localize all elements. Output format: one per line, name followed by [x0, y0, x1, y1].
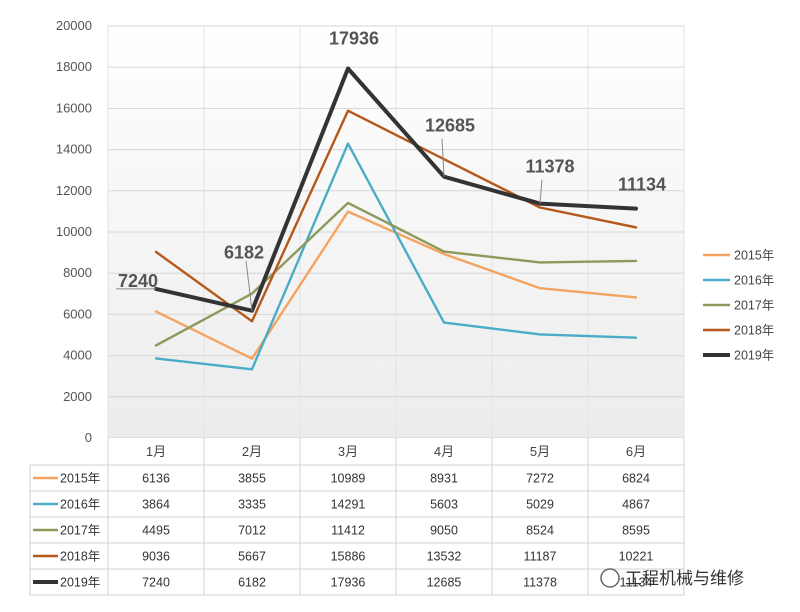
table-cell: 4495: [142, 524, 170, 538]
table-row-label: 2018年: [60, 550, 100, 564]
table-cell: 13532: [427, 550, 462, 564]
watermark-text: 工程机械与维修: [625, 569, 744, 588]
table-cell: 5603: [430, 498, 458, 512]
legend-label: 2015年: [734, 249, 774, 263]
annotation-leader: [245, 260, 253, 311]
table-cell: 6182: [238, 576, 266, 590]
x-category-label: 6月: [626, 444, 646, 459]
y-tick-label: 14000: [56, 142, 92, 157]
data-label: 11134: [618, 175, 666, 195]
series-line-2017年: [154, 201, 638, 347]
watermark: 工程机械与维修: [600, 568, 744, 588]
table-cell: 11187: [524, 550, 557, 564]
table-cell: 5667: [238, 550, 266, 564]
table-cell: 7012: [238, 524, 266, 538]
series-lines: [154, 66, 638, 371]
table-cell: 14291: [331, 498, 366, 512]
x-category-label: 4月: [434, 444, 454, 459]
table-cell: 8595: [622, 524, 650, 538]
table-cell: 9036: [142, 550, 170, 564]
legend-label: 2018年: [734, 324, 774, 338]
table-cell: 9050: [430, 524, 458, 538]
table-row-label: 2016年: [60, 498, 100, 512]
table-cell: 8524: [526, 524, 554, 538]
y-tick-label: 10000: [56, 224, 92, 239]
legend-label: 2017年: [734, 299, 774, 313]
y-tick-label: 18000: [56, 59, 92, 74]
y-tick-label: 16000: [56, 100, 92, 115]
y-tick-label: 0: [85, 430, 92, 445]
table-row-label: 2017年: [60, 524, 100, 538]
table-cell: 7272: [526, 472, 554, 486]
data-label: 11378: [525, 157, 574, 177]
table-cell: 15886: [331, 550, 366, 564]
table-cell: 3855: [238, 472, 266, 486]
legend-label: 2016年: [734, 274, 774, 288]
x-category-label: 1月: [146, 444, 166, 459]
table-cell: 10989: [331, 472, 366, 486]
table-row-label: 2019年: [60, 576, 100, 590]
data-label: 7240: [118, 271, 158, 291]
y-axis: 0 2000 4000 6000 8000 10000 12000 14000 16000 180…: [56, 18, 92, 445]
data-table: 1月 2月 3月 4月 5月 6月 2015年 6136 3855 10989 8931 7272 68…: [29, 438, 685, 596]
table-cell: 17936: [331, 576, 366, 590]
wechat-icon: [600, 568, 620, 588]
table-cell: 4867: [622, 498, 650, 512]
y-tick-label: 20000: [56, 18, 92, 33]
annotation-leader: [441, 138, 445, 177]
annotations: 7240 6182 17936 12685 11378 11134: [116, 29, 666, 311]
table-cell: 11134: [620, 576, 653, 590]
data-label: 12685: [425, 116, 475, 136]
table-cell: 3335: [238, 498, 266, 512]
y-tick-label: 4000: [63, 348, 92, 363]
legend: 2015年 2016年 2017年 2018年 2019年: [703, 249, 774, 363]
table-cell: 5029: [526, 498, 554, 512]
x-category-label: 3月: [338, 444, 358, 459]
table-cell: 3864: [142, 498, 170, 512]
series-line-2018年: [154, 109, 638, 323]
table-cell: 11378: [523, 576, 557, 590]
table-cell: 8931: [430, 472, 458, 486]
x-category-label: 2月: [242, 444, 262, 459]
table-cell: 6824: [622, 472, 650, 486]
table-row-label: 2015年: [60, 472, 100, 486]
y-tick-label: 8000: [63, 265, 92, 280]
legend-label: 2019年: [734, 349, 774, 363]
table-cell: 11412: [331, 524, 365, 538]
table-cell: 10221: [619, 550, 654, 564]
series-line-2019年: [154, 66, 638, 313]
table-cell: 6136: [142, 472, 170, 486]
table-cell: 7240: [142, 576, 170, 590]
y-tick-label: 2000: [63, 389, 92, 404]
data-label: 17936: [329, 29, 379, 49]
table-cell: 12685: [427, 576, 462, 590]
y-tick-label: 6000: [63, 306, 92, 321]
series-line-2016年: [154, 142, 638, 371]
data-label: 6182: [224, 243, 264, 263]
y-tick-label: 12000: [56, 183, 92, 198]
x-category-label: 5月: [530, 444, 550, 459]
annotation-leader: [539, 179, 543, 204]
